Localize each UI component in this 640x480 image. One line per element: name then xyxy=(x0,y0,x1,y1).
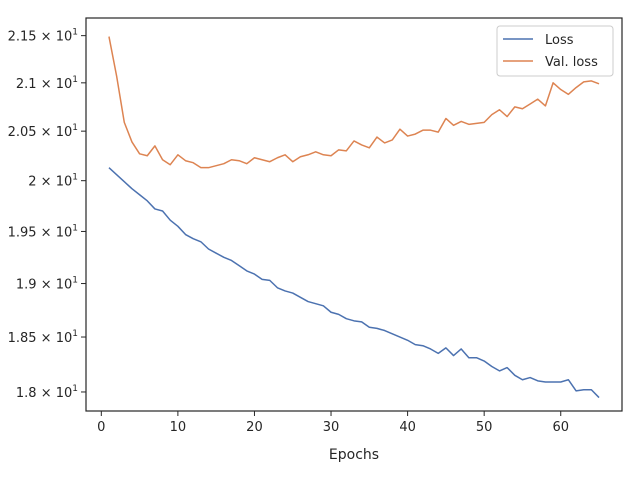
legend-label-1: Val. loss xyxy=(545,55,598,70)
x-tick-label: 20 xyxy=(246,420,263,435)
series-layer xyxy=(108,36,600,399)
x-axis-ticks: 0 10 20 30 40 50 60 xyxy=(97,411,569,435)
x-tick-label: 40 xyxy=(399,420,416,435)
y-axis-ticks: 1.8 × 101 1.85 × 101 1.9 × 101 1.95 × 101 2 … xyxy=(8,28,86,401)
x-axis-label: Epochs xyxy=(329,447,379,463)
y-tick-label: 2.1 × 101 xyxy=(16,75,78,92)
y-tick-label: 2 × 101 xyxy=(28,173,78,190)
legend: Loss Val. loss xyxy=(496,25,614,77)
y-tick-label: 1.95 × 101 xyxy=(8,223,78,240)
y-tick-label: 1.8 × 101 xyxy=(16,384,78,401)
x-tick-label: 30 xyxy=(323,420,340,435)
y-tick-label: 1.85 × 101 xyxy=(8,329,78,346)
legend-label-0: Loss xyxy=(545,33,574,48)
x-tick-label: 50 xyxy=(476,420,493,435)
series-line-1 xyxy=(108,36,600,169)
plot-frame xyxy=(85,17,623,412)
x-tick-label: 0 xyxy=(97,420,105,435)
y-tick-label: 1.9 × 101 xyxy=(16,276,78,293)
x-tick-label: 10 xyxy=(170,420,187,435)
y-tick-label: 2.05 × 101 xyxy=(8,123,78,140)
x-tick-label: 60 xyxy=(552,420,569,435)
series-line-0 xyxy=(108,167,600,399)
plot-area xyxy=(86,18,622,411)
y-tick-label: 2.15 × 101 xyxy=(8,28,78,45)
